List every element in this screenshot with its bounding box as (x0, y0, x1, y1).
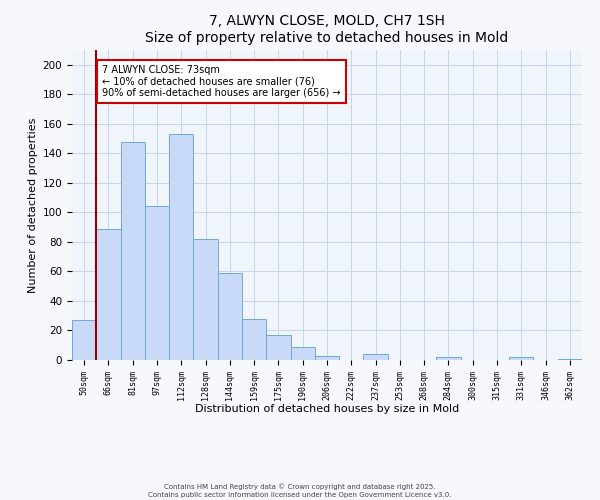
Bar (242, 318, 266, 360)
X-axis label: Distribution of detached houses by size in Mold: Distribution of detached houses by size … (195, 404, 459, 414)
Bar (121, 142, 145, 360)
Bar (290, 346, 315, 360)
Bar (145, 206, 169, 360)
Bar (509, 357, 533, 360)
Text: Contains HM Land Registry data © Crown copyright and database right 2025.
Contai: Contains HM Land Registry data © Crown c… (148, 484, 452, 498)
Title: 7, ALWYN CLOSE, MOLD, CH7 1SH
Size of property relative to detached houses in Mo: 7, ALWYN CLOSE, MOLD, CH7 1SH Size of pr… (145, 14, 509, 44)
Bar (218, 273, 242, 360)
Bar (96, 228, 121, 360)
Bar (169, 134, 193, 360)
Bar (558, 358, 582, 360)
Y-axis label: Number of detached properties: Number of detached properties (28, 118, 38, 292)
Text: 7 ALWYN CLOSE: 73sqm
← 10% of detached houses are smaller (76)
90% of semi-detac: 7 ALWYN CLOSE: 73sqm ← 10% of detached h… (103, 65, 341, 98)
Bar (72, 320, 96, 360)
Bar (364, 354, 388, 360)
Bar (436, 357, 461, 360)
Bar (266, 335, 290, 360)
Bar (193, 239, 218, 360)
Bar (315, 356, 339, 360)
